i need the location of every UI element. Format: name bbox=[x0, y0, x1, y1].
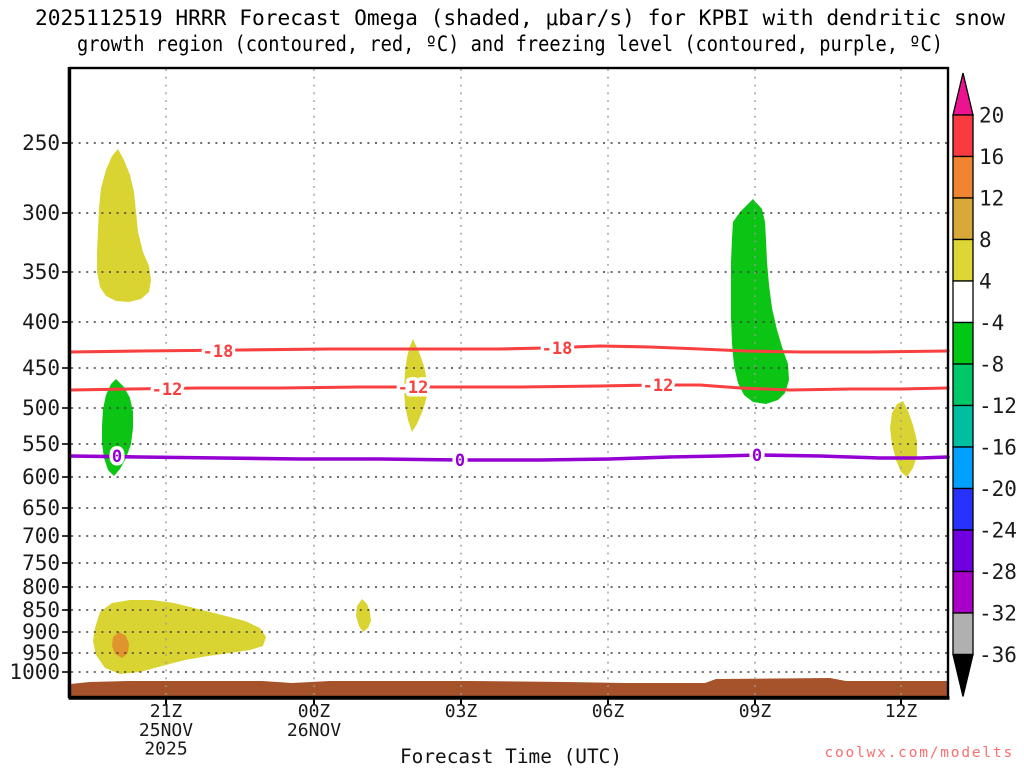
x-axis-tick-label-09Z: 09Z bbox=[739, 701, 772, 722]
colorbar-label--8: -8 bbox=[979, 353, 1004, 377]
colorbar-label--12: -12 bbox=[979, 394, 1017, 418]
contour-label--12: -12 bbox=[398, 378, 429, 398]
colorbar-label--28: -28 bbox=[979, 560, 1017, 584]
colorbar-segment-7 bbox=[952, 404, 974, 448]
shaded-region-omega-4to8-upper-left bbox=[97, 149, 151, 302]
colorbar-segment-10 bbox=[952, 529, 974, 573]
colorbar-label-16: 16 bbox=[979, 145, 1004, 169]
y-axis-tick-label-300: 300 bbox=[22, 201, 60, 225]
y-axis-tick-label-950: 950 bbox=[22, 641, 60, 665]
colorbar-segment-11 bbox=[952, 570, 974, 614]
y-axis-tick-label-1000: 1000 bbox=[9, 660, 60, 684]
colorbar-label--4: -4 bbox=[979, 311, 1004, 335]
x-axis-title: Forecast Time (UTC) bbox=[400, 745, 622, 768]
colorbar-label--32: -32 bbox=[979, 602, 1017, 626]
shaded-region-omega-minus8tominus4-09z bbox=[731, 199, 789, 404]
y-axis-tick-label-500: 500 bbox=[22, 396, 60, 420]
chart-title-line2: growth region (contoured, red, ºC) and f… bbox=[77, 32, 943, 56]
colorbar-label--16: -16 bbox=[979, 436, 1017, 460]
shaded-region-omega-4to8-12z-450 bbox=[890, 401, 917, 477]
y-axis-tick-label-400: 400 bbox=[22, 310, 60, 334]
y-axis-tick-label-250: 250 bbox=[22, 131, 60, 155]
colorbar-segment-0 bbox=[952, 114, 974, 158]
x-axis-date-label-26NOV: 26NOV bbox=[287, 720, 341, 741]
gridlines-layer bbox=[71, 69, 947, 696]
shaded-region-omega-8to12-surface-core bbox=[112, 632, 129, 658]
colorbar-segment-4 bbox=[952, 280, 974, 324]
y-axis-tick-label-450: 450 bbox=[22, 356, 60, 380]
colorbar-segment-6 bbox=[952, 363, 974, 407]
colorbar-label-12: 12 bbox=[979, 187, 1004, 211]
shaded-region-omega-4to8-01z-850 bbox=[356, 599, 371, 632]
colorbar-segment-3 bbox=[952, 238, 974, 282]
colorbar-segment-1 bbox=[952, 155, 974, 199]
y-axis-tick-label-550: 550 bbox=[22, 432, 60, 456]
plot-border bbox=[68, 66, 950, 699]
terrain-surface-layer bbox=[70, 678, 948, 697]
axis-labels-layer: 2503003504004505005506006507007508008509… bbox=[9, 131, 917, 760]
y-axis-tick-label-900: 900 bbox=[22, 620, 60, 644]
shaded-region-omega-minus8tominus4-20z bbox=[102, 379, 133, 476]
colorbar-label-20: 20 bbox=[979, 104, 1004, 128]
contour-label-0: 0 bbox=[455, 451, 465, 471]
x-axis-tick-label-12Z: 12Z bbox=[885, 701, 918, 722]
contour-label-0: 0 bbox=[752, 446, 762, 466]
y-axis-tick-label-750: 750 bbox=[22, 551, 60, 575]
colorbar-under-arrow bbox=[952, 653, 974, 697]
x-axis-tick-label-21Z: 21Z bbox=[150, 701, 183, 722]
colorbar-label--24: -24 bbox=[979, 519, 1017, 543]
contour-line-0 bbox=[68, 453, 950, 462]
contour-label--12: -12 bbox=[152, 380, 183, 400]
colorbar-over-arrow bbox=[952, 72, 974, 116]
x-axis-date-label-2025: 2025 bbox=[144, 739, 187, 760]
watermark-link: coolwx.com/modelts bbox=[824, 745, 1014, 761]
x-axis-date-label-25NOV: 25NOV bbox=[139, 720, 193, 741]
y-axis-tick-label-650: 650 bbox=[22, 496, 60, 520]
y-axis-tick-label-350: 350 bbox=[22, 260, 60, 284]
x-axis-tick-label-06Z: 06Z bbox=[592, 701, 625, 722]
contour-label--12: -12 bbox=[643, 376, 674, 396]
colorbar-label--36: -36 bbox=[979, 643, 1017, 667]
colorbar-label-8: 8 bbox=[979, 228, 992, 252]
colorbar-label--20: -20 bbox=[979, 477, 1017, 501]
x-axis-tick-label-00Z: 00Z bbox=[298, 701, 331, 722]
y-axis-tick-label-850: 850 bbox=[22, 598, 60, 622]
colorbar: 20 16 12 8 4 -4 -8 -12 -16 -20 -24 -28 -32 -36 bbox=[952, 72, 1017, 697]
colorbar-segment-9 bbox=[952, 487, 974, 531]
terrain-surface bbox=[70, 678, 948, 697]
chart-title-line1: 2025112519 HRRR Forecast Omega (shaded, … bbox=[35, 6, 1005, 30]
y-axis-tick-label-800: 800 bbox=[22, 575, 60, 599]
contour-lines-layer: -18 -18 -12 -12 -12 0 0 0 bbox=[68, 336, 950, 475]
contour-label-0: 0 bbox=[112, 447, 122, 467]
colorbar-segment-5 bbox=[952, 321, 974, 365]
colorbar-segment-8 bbox=[952, 446, 974, 490]
y-axis-tick-label-700: 700 bbox=[22, 524, 60, 548]
colorbar-label-4: 4 bbox=[979, 270, 992, 294]
contour-line--18 bbox=[68, 344, 950, 354]
y-axis-tick-label-600: 600 bbox=[22, 465, 60, 489]
contour-line--12 bbox=[68, 383, 950, 392]
x-axis-tick-label-03Z: 03Z bbox=[445, 701, 478, 722]
contour-label--18: -18 bbox=[542, 339, 573, 359]
shaded-region-omega-4to8-surface-left bbox=[93, 600, 266, 674]
colorbar-segment-2 bbox=[952, 197, 974, 241]
plot-frame-layer bbox=[62, 66, 950, 705]
shaded-omega-regions bbox=[93, 149, 917, 674]
colorbar-segment-12 bbox=[952, 612, 974, 656]
contour-label--18: -18 bbox=[203, 342, 234, 362]
